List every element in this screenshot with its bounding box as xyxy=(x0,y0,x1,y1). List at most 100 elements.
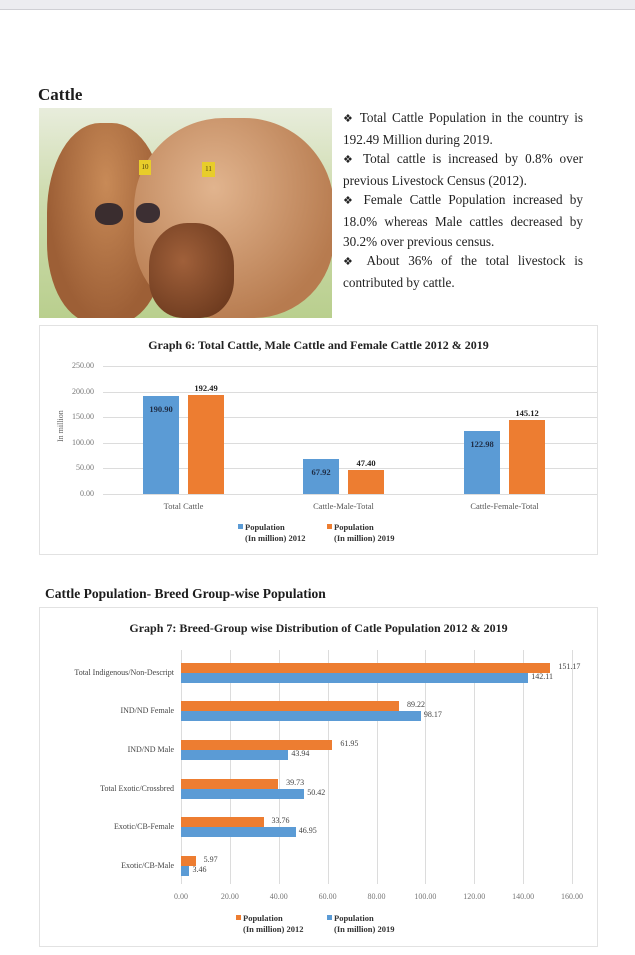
bar-2019 xyxy=(181,789,305,799)
gridline xyxy=(103,366,597,367)
y-tick-label: 250.00 xyxy=(72,361,94,370)
y-axis-label: In million xyxy=(56,410,65,442)
data-label: 43.94 xyxy=(291,749,310,758)
gridline xyxy=(474,650,476,884)
bar-2012 xyxy=(181,856,196,866)
x-tick-label: 140.00 xyxy=(512,892,535,901)
gridline xyxy=(572,650,573,884)
bar-2019 xyxy=(509,419,545,494)
data-label: 39.73 xyxy=(286,778,305,787)
data-label: 3.46 xyxy=(192,865,207,874)
y-category-label: Total Exotic/Crossbred xyxy=(100,784,174,793)
y-category-label: IND/ND Male xyxy=(127,745,174,754)
legend-swatch xyxy=(238,524,243,529)
cattle-photo: 10 11 xyxy=(39,108,332,318)
chart-title: Graph 6: Total Cattle, Male Cattle and F… xyxy=(148,338,489,352)
diamond-bullet-icon: ❖ xyxy=(343,154,363,167)
bar-2012 xyxy=(181,740,333,750)
data-label: 142.11 xyxy=(531,672,553,681)
fact-item: ❖ Total Cattle Population in the country… xyxy=(343,110,583,147)
x-tick-label: 0.00 xyxy=(174,892,188,901)
bar-2019 xyxy=(181,827,296,837)
graph-7-chart: Graph 7: Breed-Group wise Distribution o… xyxy=(39,607,598,947)
y-category-label: IND/ND Female xyxy=(120,706,174,715)
gridline xyxy=(425,650,427,884)
x-tick-label: 100.00 xyxy=(414,892,437,901)
data-label: 190.90 xyxy=(149,404,173,415)
data-label: 50.42 xyxy=(307,788,326,797)
y-tick-label: 50.00 xyxy=(76,463,94,473)
cattle-facts-list: ❖ Total Cattle Population in the country… xyxy=(343,108,583,292)
x-category-label: Cattle-Female-Total xyxy=(470,501,539,511)
bar-2012 xyxy=(181,663,551,673)
gridline xyxy=(103,468,597,470)
diamond-bullet-icon: ❖ xyxy=(343,195,364,208)
bar-2012 xyxy=(181,701,400,711)
x-tick-label: 120.00 xyxy=(463,892,486,901)
y-category-label: Total Indigenous/Non-Descript xyxy=(74,668,174,677)
bar-2012 xyxy=(181,779,279,789)
y-tick-label: 100.00 xyxy=(72,437,94,447)
bar-2012 xyxy=(143,396,179,494)
graph-6-chart: Graph 6: Total Cattle, Male Cattle and F… xyxy=(39,325,598,555)
y-tick-label: 150.00 xyxy=(72,412,94,422)
x-tick-label: 160.00 xyxy=(561,892,583,901)
gridline xyxy=(376,650,378,884)
fact-item: ❖ Female Cattle Population increased by … xyxy=(343,192,583,249)
y-category-label: Exotic/CB-Female xyxy=(114,822,174,831)
legend-swatch xyxy=(327,524,332,529)
data-label: 33.76 xyxy=(271,816,290,825)
bar-2019 xyxy=(348,469,384,494)
data-label: 46.95 xyxy=(298,826,317,835)
gridline xyxy=(103,442,597,444)
bar-2019 xyxy=(181,711,421,721)
data-label: 151.17 xyxy=(558,662,581,671)
y-tick-label: 0.00 xyxy=(80,489,94,498)
fact-item: ❖ About 36% of the total livestock is co… xyxy=(343,253,583,290)
gridline xyxy=(103,494,597,495)
data-label: 145.12 xyxy=(515,407,539,418)
bar-2012 xyxy=(181,817,264,827)
viewer-top-bar xyxy=(0,0,635,10)
data-label: 192.49 xyxy=(194,383,218,394)
bar-2019 xyxy=(181,866,190,876)
gridline xyxy=(181,650,182,884)
ear-tag: 10 xyxy=(139,160,151,175)
x-tick-label: 80.00 xyxy=(367,892,386,901)
legend-item-2012: Population (In million) 2012 xyxy=(238,522,305,544)
legend-item-2019: Population (In million) 2019 xyxy=(327,522,394,544)
data-label: 5.97 xyxy=(203,855,218,864)
x-category-label: Cattle-Male-Total xyxy=(313,501,374,511)
x-tick-label: 60.00 xyxy=(318,892,337,901)
gridline xyxy=(327,650,329,884)
legend-item-2012: Population (In million) 2012 xyxy=(236,913,303,935)
data-label: 98.17 xyxy=(423,710,442,719)
x-tick-label: 20.00 xyxy=(220,892,239,901)
gridline xyxy=(278,650,280,884)
data-label: 122.98 xyxy=(470,439,494,450)
fact-item: ❖ Total cattle is increased by 0.8% over… xyxy=(343,151,583,188)
x-category-label: Total Cattle xyxy=(163,501,204,511)
bar-2019 xyxy=(188,395,224,494)
y-tick-label: 200.00 xyxy=(72,386,94,396)
legend-swatch xyxy=(236,915,241,920)
data-label: 89.22 xyxy=(407,700,426,709)
bar-2019 xyxy=(181,750,289,760)
bar-2019 xyxy=(181,673,529,683)
bar-2012 xyxy=(464,431,500,494)
data-label: 61.95 xyxy=(340,739,359,748)
gridline xyxy=(523,650,525,884)
section-heading-breed: Cattle Population- Breed Group-wise Popu… xyxy=(45,586,326,601)
y-category-label: Exotic/CB-Male xyxy=(121,861,174,870)
legend-item-2019: Population (In million) 2019 xyxy=(327,913,394,935)
diamond-bullet-icon: ❖ xyxy=(343,256,367,269)
section-heading-cattle: Cattle xyxy=(38,85,83,104)
legend-swatch xyxy=(327,915,332,920)
diamond-bullet-icon: ❖ xyxy=(343,113,360,125)
data-label: 67.92 xyxy=(311,467,331,478)
gridline xyxy=(103,391,597,393)
data-label: 47.40 xyxy=(356,457,376,468)
ear-tag: 11 xyxy=(202,162,215,177)
gridline xyxy=(103,417,597,419)
gridline xyxy=(229,650,231,884)
